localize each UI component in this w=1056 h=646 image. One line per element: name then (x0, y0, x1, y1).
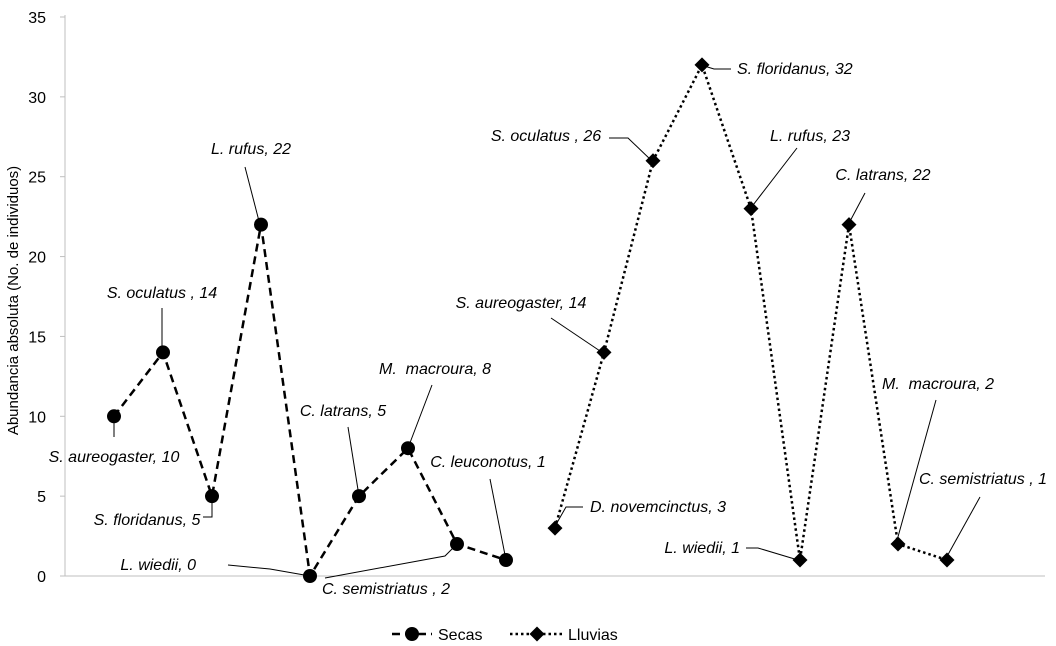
data-label: C. semistriatus , 1 (919, 471, 1047, 488)
legend-marker (405, 627, 419, 641)
annotation-leader-line (553, 506, 583, 529)
data-label: S. oculatus , 26 (491, 128, 601, 145)
data-point (743, 201, 759, 217)
annotation-layer: S. aureogaster, 10 S. oculatus , 14 S. flo… (49, 61, 1047, 598)
y-tick-label: 10 (28, 409, 46, 426)
data-label: S. aureogaster, 14 (456, 295, 587, 312)
data-label: C. latrans, 5 (300, 403, 386, 420)
annotation-leader-line (847, 192, 866, 226)
legend-item-lluvias: Lluvias (510, 626, 618, 644)
data-point (841, 217, 857, 233)
annotation-leader-line (489, 478, 507, 561)
data-point (547, 520, 563, 536)
annotation-leader-line (700, 64, 731, 70)
annotation-leader-line (227, 564, 311, 577)
data-label: C. latrans, 22 (835, 167, 930, 184)
data-point (792, 552, 808, 568)
data-label: C. leuconotus, 1 (430, 454, 546, 471)
data-label: L. rufus, 23 (770, 128, 850, 145)
legend: Secas Lluvias (392, 626, 618, 644)
annotation-leader-line (244, 166, 261, 226)
series-line-lluvias (553, 61, 948, 562)
annotation-leader-line (550, 317, 604, 354)
legend-marker (529, 626, 545, 642)
y-tick-label: 30 (28, 90, 46, 107)
data-label: S. floridanus, 32 (737, 61, 853, 78)
y-axis-label: Abundancia absoluta (No. de individuos) (5, 166, 22, 435)
data-point (890, 536, 906, 552)
data-label: L. rufus, 22 (211, 141, 291, 158)
data-point (156, 345, 170, 360)
annotation-leader-line (609, 137, 653, 162)
annotation-leader-line (944, 496, 981, 561)
data-point (596, 344, 612, 360)
data-label: C. semistriatus , 2 (322, 581, 450, 598)
y-tick-label: 15 (28, 329, 46, 346)
data-label: S. oculatus , 14 (107, 285, 217, 302)
annotation-leader-line (203, 496, 213, 518)
data-label: L. wiedii, 0 (120, 557, 196, 574)
annotation-leader-line (324, 543, 458, 579)
y-tick-label: 5 (37, 489, 46, 506)
data-label: D. novemcinctus, 3 (590, 499, 726, 516)
data-point (401, 441, 415, 456)
y-tick-label: 0 (37, 569, 46, 586)
annotation-leader-line (407, 384, 433, 449)
data-point (939, 552, 955, 568)
data-label: M. macroura, 2 (882, 376, 994, 393)
data-label: S. aureogaster, 10 (49, 449, 180, 466)
legend-label: Lluvias (568, 627, 618, 644)
annotation-leader-line (895, 399, 937, 545)
data-point (254, 217, 268, 232)
annotation-leader-line (347, 426, 360, 497)
annotation-leader-line (746, 547, 799, 561)
data-point (499, 553, 513, 568)
data-point (352, 489, 366, 504)
y-tick-label: 35 (28, 10, 46, 27)
data-label: L. wiedii, 1 (664, 540, 740, 557)
annotation-leader-line (749, 147, 798, 210)
y-tick-label: 25 (28, 170, 46, 187)
legend-label: Secas (438, 627, 482, 644)
y-tick-label: 20 (28, 250, 46, 267)
data-label: S. floridanus, 5 (94, 512, 201, 529)
data-point (107, 409, 121, 424)
series-lluvias (547, 57, 955, 568)
axes: 0 5 10 15 20 25 30 35 Abundancia absoluta (No. d… (5, 10, 1045, 586)
legend-item-secas: Secas (392, 627, 482, 644)
data-point (645, 153, 661, 169)
data-label: M. macroura, 8 (379, 361, 491, 378)
